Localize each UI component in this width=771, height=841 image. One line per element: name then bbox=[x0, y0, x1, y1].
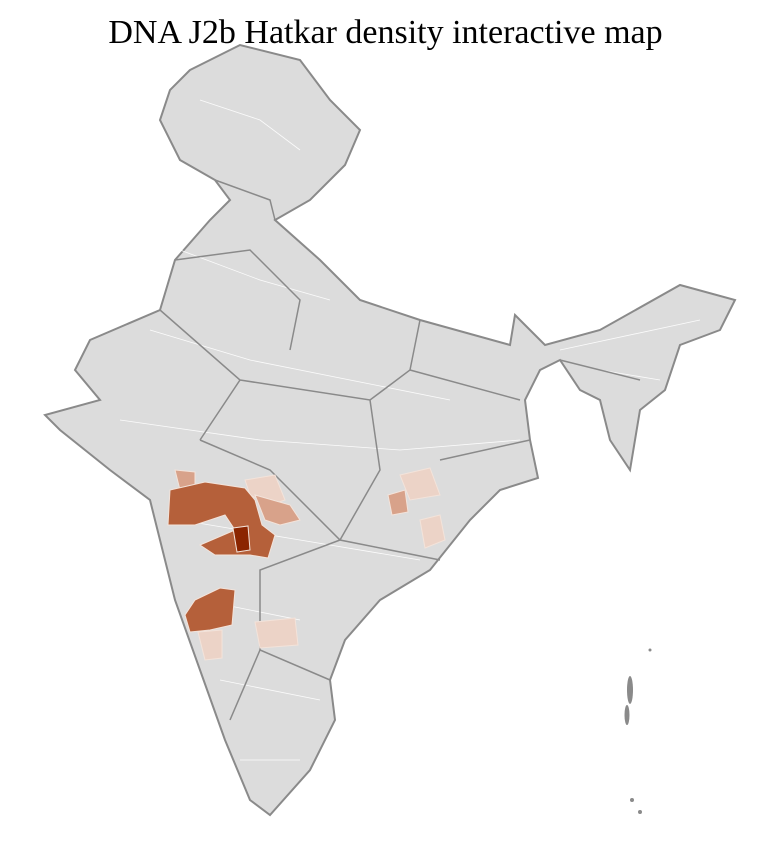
region-high bbox=[232, 525, 251, 553]
region-very-low bbox=[197, 629, 223, 661]
region-very-low bbox=[254, 617, 299, 649]
region-very-low bbox=[419, 514, 446, 549]
map-title: DNA J2b Hatkar density interactive map bbox=[108, 14, 663, 51]
density-regions[interactable] bbox=[167, 467, 446, 661]
state-borders bbox=[159, 179, 641, 721]
region-low bbox=[387, 489, 409, 516]
region-medium bbox=[184, 587, 236, 633]
andaman-islands bbox=[624, 648, 652, 814]
district-lines bbox=[119, 99, 701, 761]
region-very-low bbox=[399, 467, 441, 501]
region-low bbox=[254, 494, 301, 526]
